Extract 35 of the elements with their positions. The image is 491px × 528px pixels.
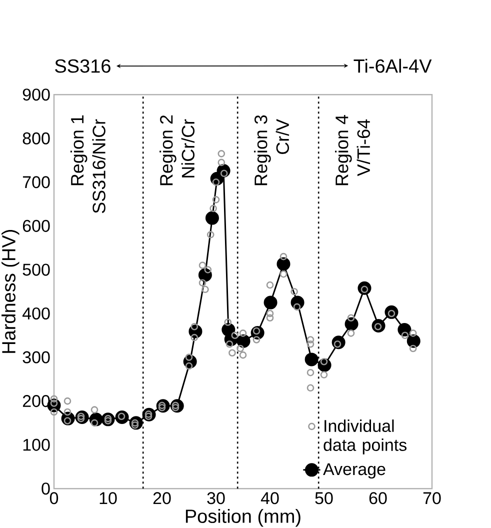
- annotation: Region 4: [335, 115, 352, 186]
- legend-label: Average: [323, 463, 386, 479]
- text: SS316: [55, 59, 110, 73]
- y-axis-title: Hardness (HV): [2, 230, 20, 353]
- annotation: Cr/V: [276, 118, 290, 154]
- y-tick-label: 300: [22, 351, 50, 364]
- x-tick-label: 50: [315, 492, 333, 504]
- y-tick-label: 400: [22, 307, 50, 320]
- x-tick-label: 30: [207, 492, 225, 504]
- annotation: Region 3: [254, 115, 271, 186]
- y-tick-label: 700: [22, 176, 50, 188]
- text: Ti-6Al-4V: [354, 58, 432, 73]
- annotation: SS316/NiCr: [92, 119, 106, 214]
- y-tick-label: 600: [22, 220, 50, 232]
- x-tick-label: 40: [260, 492, 279, 504]
- y-tick-label: 900: [22, 88, 50, 101]
- x-axis-title: Position (mm): [186, 509, 300, 527]
- x-tick-label: 0: [50, 492, 58, 504]
- y-tick-label: 0: [42, 482, 50, 495]
- annotation: Region 1: [70, 115, 88, 186]
- x-tick-label: 70: [423, 492, 441, 504]
- annotation: NiCr/Cr: [181, 119, 195, 178]
- point: [304, 352, 318, 366]
- annotation: Region 2: [160, 115, 176, 186]
- y-tick-label: 100: [23, 438, 50, 451]
- y-tick-label: 800: [22, 132, 50, 144]
- annotation: V/Ti-64: [356, 119, 370, 176]
- x-tick-label: 10: [100, 492, 117, 504]
- x-tick-label: 60: [369, 492, 387, 504]
- point: [276, 257, 290, 271]
- legend-label: Individual data points: [324, 420, 407, 454]
- point: [264, 296, 278, 310]
- point: [205, 211, 219, 225]
- y-tick-label: 500: [22, 264, 50, 276]
- x-tick-label: 20: [153, 492, 171, 504]
